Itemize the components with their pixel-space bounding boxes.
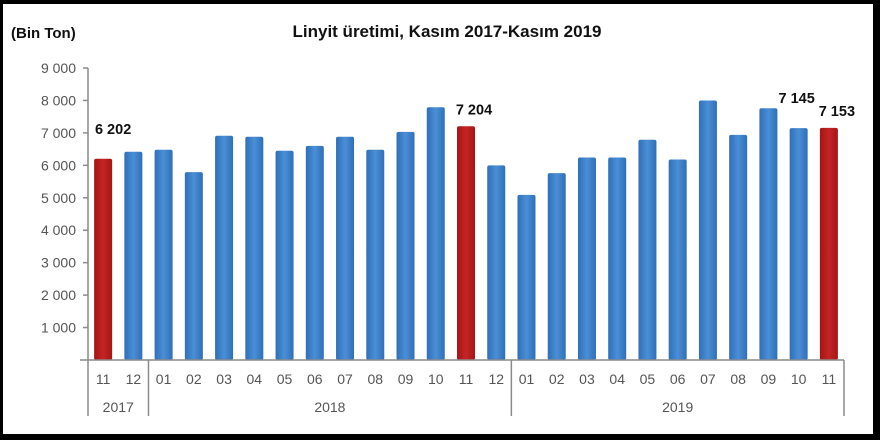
y-tick-label: 6 000: [41, 157, 76, 173]
bar-chart: (Bin Ton) Linyit üretimi, Kasım 2017-Kas…: [11, 22, 855, 416]
x-tick-label: 05: [640, 371, 656, 387]
y-tick-label: 2 000: [41, 287, 76, 303]
bar: [638, 139, 657, 360]
x-tick-label: 04: [609, 371, 625, 387]
x-tick-label: 11: [459, 371, 474, 387]
bar: [547, 173, 566, 360]
bar-highlight: [457, 126, 475, 360]
bar: [336, 136, 355, 360]
x-tick-label: 04: [247, 371, 263, 387]
y-tick-label: 5 000: [41, 190, 76, 206]
bar-highlight: [819, 127, 838, 360]
bar: [729, 134, 748, 360]
x-tick-label: 11: [822, 371, 837, 387]
x-tick-label: 12: [126, 371, 142, 387]
y-tick-label: 8 000: [41, 92, 76, 108]
y-tick-label: 7 000: [41, 125, 76, 141]
x-tick-label: 01: [156, 371, 172, 387]
year-group-label: 2019: [662, 399, 693, 415]
bar: [759, 108, 778, 360]
x-tick-label: 10: [791, 371, 807, 387]
x-tick-label: 10: [428, 371, 444, 387]
x-axis: 11 12 01 02 03 04 05 06 07 08 09 10 11 12 01 02 03 04 05 06…: [80, 359, 845, 416]
x-tick-label: 02: [186, 371, 202, 387]
data-label: 7 204: [456, 102, 492, 118]
bar: [184, 172, 203, 360]
bar: [154, 149, 173, 360]
bars: [94, 100, 838, 360]
bar: [577, 157, 596, 360]
x-tick-label: 03: [216, 371, 232, 387]
x-tick-label: 03: [579, 371, 595, 387]
x-tick-label: 02: [549, 371, 565, 387]
bar: [245, 136, 264, 360]
bar: [668, 159, 687, 360]
x-tick-label: 05: [277, 371, 293, 387]
bar: [608, 157, 627, 360]
x-tick-label: 06: [307, 371, 323, 387]
x-tick-label: 11: [96, 371, 111, 387]
chart-frame: (Bin Ton) Linyit üretimi, Kasım 2017-Kas…: [3, 4, 873, 434]
bar: [789, 128, 808, 360]
x-tick-label: 06: [670, 371, 686, 387]
x-tick-label: 01: [519, 371, 535, 387]
bar: [396, 131, 415, 360]
y-tick-label: 9 000: [41, 60, 76, 76]
bar: [366, 149, 385, 360]
x-tick-label: 07: [337, 371, 353, 387]
bar: [305, 145, 324, 360]
bar: [275, 150, 294, 360]
x-tick-label: 07: [700, 371, 716, 387]
x-tick-label: 09: [761, 371, 777, 387]
data-label: 7 145: [778, 91, 814, 107]
y-tick-label: 4 000: [41, 222, 76, 238]
bar: [124, 151, 143, 360]
x-tick-label: 08: [730, 371, 746, 387]
data-labels: 6 202 7 204 7 145 7 153: [95, 91, 855, 138]
year-group-label: 2018: [314, 399, 345, 415]
year-group-label: 2017: [103, 399, 134, 415]
chart-title: Linyit üretimi, Kasım 2017-Kasım 2019: [293, 22, 602, 41]
bar-highlight: [94, 158, 113, 360]
x-tick-label: 09: [398, 371, 414, 387]
x-tick-label: 12: [488, 371, 504, 387]
y-tick-label: 1 000: [41, 320, 76, 336]
data-label: 7 153: [819, 104, 855, 120]
unit-label: (Bin Ton): [11, 25, 76, 42]
bar: [426, 107, 445, 360]
bar: [215, 135, 234, 360]
y-tick-label: 3 000: [41, 255, 76, 271]
bar: [517, 194, 536, 360]
bar: [698, 100, 717, 360]
y-axis: 1 000 2 000 3 000 4 000 5 000 6 000 7 000 8 000…: [41, 60, 89, 360]
data-label: 6 202: [95, 122, 131, 138]
x-tick-label: 08: [367, 371, 383, 387]
bar: [487, 165, 506, 360]
